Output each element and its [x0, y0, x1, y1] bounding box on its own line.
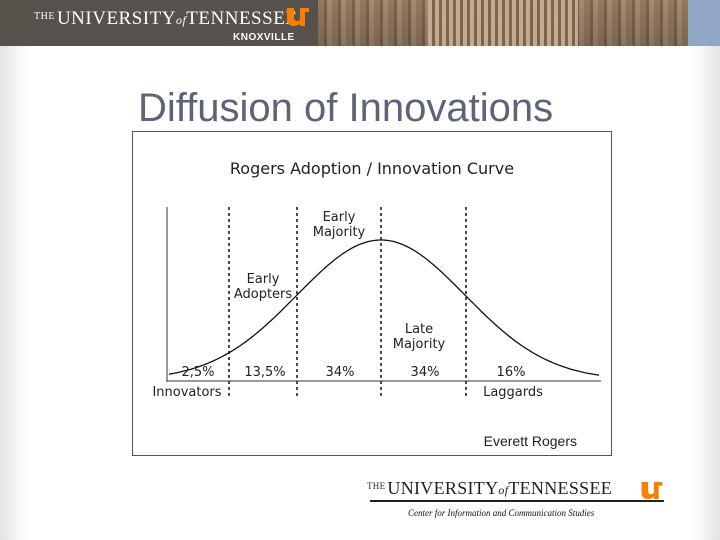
footer-department: Center for Information and Communication…	[408, 508, 595, 518]
footer-the: THE	[367, 481, 386, 491]
stage-percent-laggards: 16%	[497, 365, 526, 380]
footer-university-name: THE UNIVERSITYofTENNESSEE	[367, 478, 612, 499]
stage-percent-innovators: 2,5%	[181, 365, 214, 380]
footer-state: TENNESSEE	[508, 478, 613, 498]
footer-rule	[370, 500, 664, 502]
stage-percent-late-majority: 34%	[411, 365, 440, 380]
slide-title: Diffusion of Innovations	[138, 86, 554, 130]
banner-sky-image	[688, 0, 720, 46]
figure-credit: Everett Rogers	[483, 433, 577, 449]
banner-of: of	[175, 13, 187, 27]
ut-logo-icon	[287, 8, 309, 26]
label-early-adopters-line2: Adopters	[234, 287, 293, 302]
footer-of: of	[498, 483, 509, 497]
stage-label-innovators: Innovators	[152, 385, 221, 400]
slide-edge-right	[692, 46, 720, 540]
label-early-majority-line2: Majority	[313, 225, 366, 240]
label-late-majority-line1: Late	[405, 322, 433, 337]
bell-curve	[168, 239, 600, 376]
banner-the: THE	[34, 11, 55, 22]
adoption-curve-figure: Rogers Adoption / Innovation Curve Early…	[132, 131, 612, 456]
banner-university: UNIVERSITY	[56, 8, 176, 29]
stage-percent-early-adopters: 13,5%	[244, 365, 285, 380]
banner-campus-photo	[318, 0, 720, 46]
ut-logo-icon	[641, 481, 663, 500]
banner-logo-block	[0, 0, 318, 46]
banner-university-name: THE UNIVERSITYofTENNESSEE	[34, 8, 297, 30]
chart-title: Rogers Adoption / Innovation Curve	[230, 159, 514, 178]
banner-state: TENNESSEE	[186, 8, 298, 29]
header-banner: THE UNIVERSITYofTENNESSEE KNOXVILLE	[0, 0, 720, 46]
stage-percent-early-majority: 34%	[326, 365, 355, 380]
stage-label-laggards: Laggards	[483, 385, 543, 400]
banner-tower-image	[428, 0, 578, 46]
label-early-adopters-line1: Early	[247, 272, 280, 287]
footer-university: UNIVERSITY	[387, 478, 499, 498]
adoption-curve-svg: Rogers Adoption / Innovation Curve Early…	[152, 159, 601, 400]
banner-campus: KNOXVILLE	[233, 32, 295, 43]
label-late-majority-line2: Majority	[393, 337, 446, 352]
slide-edge-left	[0, 46, 28, 540]
label-early-majority-line1: Early	[323, 210, 356, 225]
